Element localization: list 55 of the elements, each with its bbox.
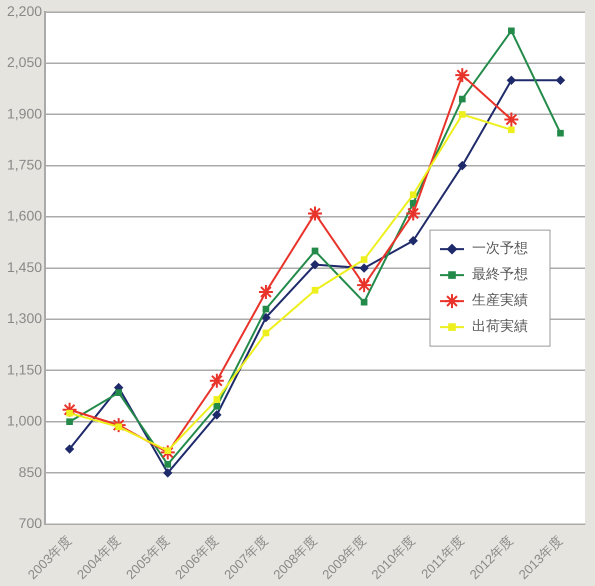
- point: [163, 468, 172, 478]
- point: [454, 67, 470, 84]
- point: [360, 264, 369, 273]
- legend-label: 出荷実績: [472, 318, 528, 335]
- point: [258, 284, 274, 300]
- legend-label: 生産実績: [472, 292, 528, 309]
- point: [458, 96, 466, 102]
- point: [458, 161, 467, 170]
- point: [262, 306, 270, 312]
- point: [261, 313, 270, 322]
- point: [160, 444, 176, 460]
- point: [212, 410, 222, 420]
- point: [208, 372, 225, 389]
- point: [556, 76, 565, 85]
- point: [115, 424, 122, 430]
- y-tick-label: 1,000: [6, 412, 42, 429]
- point: [508, 126, 515, 134]
- point: [508, 27, 515, 34]
- y-tick-label: 700: [18, 514, 42, 531]
- point: [66, 410, 73, 416]
- point: [310, 260, 320, 270]
- point: [360, 256, 368, 263]
- point: [408, 236, 418, 246]
- point: [164, 447, 172, 454]
- y-tick-label: 2,200: [6, 2, 42, 19]
- y-tick-label: 1,600: [6, 208, 42, 224]
- y-tick-label: 1,750: [6, 156, 42, 172]
- point: [458, 111, 466, 118]
- y-tick-label: 2,050: [6, 54, 42, 70]
- legend-label: 最終予想: [472, 266, 528, 283]
- point: [65, 444, 74, 454]
- point: [214, 396, 220, 403]
- point: [115, 389, 122, 396]
- point: [262, 330, 270, 336]
- y-tick-label: 1,300: [6, 310, 42, 326]
- y-tick-label: 1,450: [6, 258, 42, 275]
- y-tick-label: 1,900: [6, 105, 42, 122]
- point: [506, 76, 516, 85]
- point: [307, 205, 324, 222]
- point: [356, 277, 372, 294]
- legend-label: 一次予想: [472, 240, 528, 257]
- point: [164, 461, 172, 468]
- point: [66, 418, 73, 426]
- point: [557, 130, 564, 137]
- y-tick-label: 1,150: [6, 361, 42, 378]
- point: [360, 298, 368, 306]
- y-tick-label: 850: [18, 464, 42, 480]
- point: [312, 286, 318, 294]
- point: [110, 417, 127, 434]
- point: [503, 112, 520, 128]
- point: [214, 403, 220, 410]
- point: [405, 205, 422, 222]
- point: [312, 248, 318, 254]
- point: [410, 191, 417, 198]
- point: [62, 402, 78, 418]
